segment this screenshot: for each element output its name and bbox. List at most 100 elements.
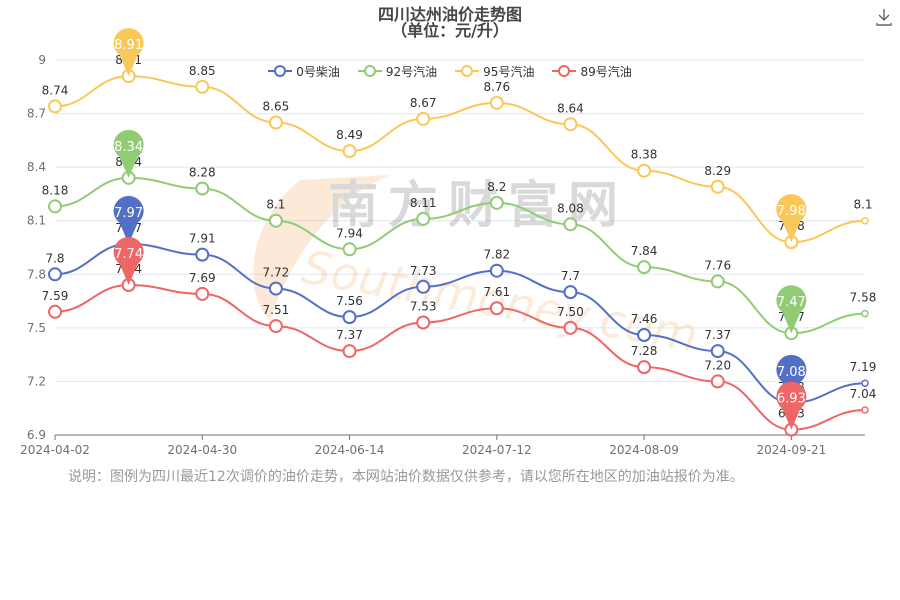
data-label: 7.28	[631, 344, 658, 358]
extrema-pin	[776, 194, 807, 243]
footnote: 说明：图例为四川最近12次调价的油价走势，本网站油价数据仅供参考，请以您所在地区…	[68, 469, 744, 485]
data-label: 7.37	[704, 328, 731, 342]
data-label: 8.74	[42, 83, 69, 97]
y-tick-label: 6.9	[27, 428, 46, 442]
data-label: 7.82	[483, 248, 510, 262]
data-point	[563, 217, 578, 232]
x-tick-label: 2024-06-14	[315, 443, 385, 457]
data-point	[195, 286, 210, 301]
data-label: 8.65	[263, 100, 290, 114]
data-label: 7.59	[42, 289, 69, 303]
value-labels: 7.8 7.97 7.91 7.72 7.56 7.73 7.82 7.7 7.46 7.37 7.…	[42, 53, 877, 421]
x-tick-label: 2024-09-21	[756, 443, 826, 457]
data-label: 8.08	[557, 201, 584, 215]
extrema-pin	[113, 195, 144, 244]
data-point	[489, 263, 504, 278]
data-label: 7.91	[189, 232, 216, 246]
pin-label: 8.34	[114, 140, 143, 155]
data-point	[489, 301, 504, 316]
data-label: 7.58	[850, 291, 877, 305]
data-point	[637, 163, 652, 178]
data-point	[861, 379, 869, 387]
data-point	[710, 374, 725, 389]
data-label: 7.73	[410, 264, 437, 278]
pin-label: 8.91	[114, 38, 143, 53]
data-label: 8.38	[631, 148, 658, 162]
extrema-pin	[776, 381, 807, 430]
data-label: 8.85	[189, 64, 216, 78]
data-point	[268, 213, 283, 228]
pin-label: 6.93	[777, 392, 806, 407]
data-label: 8.11	[410, 196, 437, 210]
data-label: 7.19	[850, 360, 877, 374]
data-point	[195, 79, 210, 94]
data-label: 7.61	[483, 285, 510, 299]
extrema-pin	[776, 285, 807, 334]
chart-grid	[55, 59, 865, 436]
data-label: 7.94	[336, 226, 363, 240]
legend-item[interactable]: 0号柴油	[268, 62, 340, 80]
data-label: 7.76	[704, 258, 731, 272]
legend-label: 0号柴油	[296, 64, 340, 79]
data-label: 7.8	[45, 251, 64, 265]
data-label: 7.51	[263, 303, 290, 317]
y-tick-label: 8.1	[27, 214, 46, 228]
data-point	[563, 117, 578, 132]
data-label: 8.29	[704, 164, 731, 178]
extrema-pin	[776, 354, 807, 403]
pin-label: 7.47	[777, 295, 806, 310]
x-tick-label: 2024-07-12	[462, 443, 532, 457]
watermark-swoosh	[253, 175, 390, 320]
data-point	[563, 285, 578, 300]
pin-label: 7.98	[777, 204, 806, 219]
x-tick-label: 2024-04-02	[20, 443, 90, 457]
data-label: 7.50	[557, 305, 584, 319]
data-point	[710, 274, 725, 289]
data-label: 7.37	[336, 328, 363, 342]
legend-label: 95号汽油	[483, 64, 535, 79]
data-label: 8.1	[266, 198, 285, 212]
data-point	[48, 304, 62, 319]
data-point	[342, 144, 357, 159]
data-point	[637, 328, 652, 342]
pin-label: 7.97	[114, 206, 143, 221]
data-label: 7.84	[631, 244, 658, 258]
data-label: 8.18	[42, 183, 69, 197]
chart-subtitle: （单位：元/升）	[391, 21, 509, 40]
data-point	[416, 279, 431, 294]
chart-title: 四川达州油价走势图	[377, 5, 522, 24]
data-label: 7.56	[336, 294, 363, 308]
legend-item[interactable]: 95号汽油	[455, 62, 534, 80]
chart-legend: 0号柴油 92号汽油 95号汽油 89号汽油	[0, 62, 900, 80]
y-tick-label: 7.8	[27, 267, 46, 281]
data-label: 7.04	[850, 387, 877, 401]
y-tick-label: 9	[38, 53, 46, 67]
data-label: 8.49	[336, 128, 363, 142]
legend-label: 89号汽油	[580, 64, 632, 79]
data-point	[48, 267, 62, 282]
data-point	[48, 199, 62, 214]
data-label: 8.76	[483, 80, 510, 94]
download-icon[interactable]	[873, 6, 895, 28]
data-point	[416, 315, 431, 330]
data-point	[195, 247, 210, 262]
data-point	[710, 344, 725, 359]
data-point	[416, 111, 431, 126]
legend-marker	[552, 65, 577, 77]
extrema-pins: 7.97 7.08 8.34 7.47 8.91 7.98 7.74 6.93	[113, 28, 807, 430]
data-label: 7.7	[561, 269, 580, 283]
data-point	[637, 360, 652, 375]
data-point	[268, 281, 283, 296]
data-point	[342, 242, 357, 257]
extrema-pin	[113, 237, 144, 285]
data-point	[489, 195, 504, 210]
x-tick-label: 2024-08-09	[609, 443, 679, 457]
legend-item[interactable]: 92号汽油	[357, 62, 437, 80]
data-point	[489, 95, 504, 110]
data-point	[342, 344, 357, 359]
data-point	[861, 309, 869, 318]
legend-item[interactable]: 89号汽油	[552, 62, 632, 80]
data-label: 7.69	[189, 271, 216, 285]
y-tick-label: 7.2	[27, 374, 46, 388]
data-point	[861, 216, 869, 225]
